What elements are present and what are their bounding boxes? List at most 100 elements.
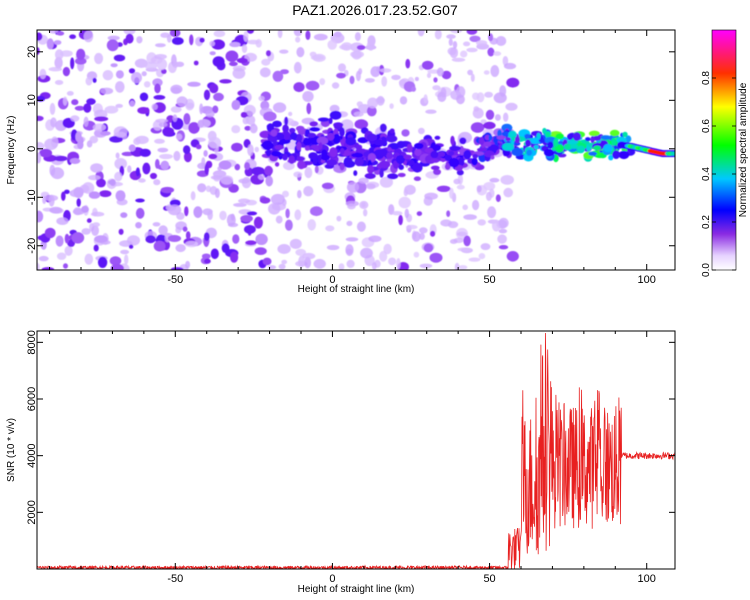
spectrogram-blob	[470, 122, 485, 133]
spectrogram-blob	[113, 126, 128, 138]
spectrogram-blob	[502, 56, 509, 66]
spectrogram-blob	[293, 171, 303, 178]
colorbar-tick-label: 0.8	[701, 71, 712, 85]
spectrogram-blob	[325, 225, 335, 232]
snr-ylabel: SNR (10 * v/v)	[6, 418, 17, 482]
spectrogram-blob	[448, 151, 455, 156]
spectrogram-blob	[154, 83, 161, 94]
spectrogram-blob	[446, 210, 451, 217]
spectrogram-blob	[453, 178, 461, 185]
spectrogram-blob	[379, 148, 388, 157]
spectrogram-blob	[185, 260, 191, 269]
spectrogram-blob	[253, 216, 263, 229]
spectrogram-blob	[310, 144, 321, 150]
spectrogram-blob	[143, 81, 151, 88]
spectrogram-blob	[432, 85, 441, 91]
spectrogram-blob	[305, 30, 311, 40]
spectrogram-blob	[185, 231, 191, 240]
spectrogram-blob	[376, 95, 385, 106]
spectrogram-blob	[358, 177, 369, 184]
spectrogram-blob	[125, 33, 134, 44]
spectrogram-blob	[354, 156, 364, 167]
spectrogram-blob	[506, 77, 520, 88]
spectrogram-blob	[487, 206, 497, 219]
spectrogram-blob	[247, 144, 254, 157]
spectrogram-blob	[83, 30, 94, 43]
spectrogram-blob	[264, 165, 273, 176]
spectrogram-blob	[64, 233, 70, 244]
spectrogram-blob	[83, 103, 92, 113]
spectrogram-blob	[304, 145, 310, 151]
snr-xlabel: Height of straight line (km)	[298, 584, 415, 595]
spectrogram-blob	[576, 145, 585, 154]
spectrogram-blob	[184, 240, 199, 248]
spectrogram-blob	[155, 159, 160, 169]
spectrogram-blob	[294, 209, 302, 221]
spectrogram-blob	[277, 30, 283, 39]
spectrogram-blob	[498, 245, 509, 250]
spectrogram-blob	[288, 111, 293, 117]
spectrogram-blob	[234, 163, 241, 171]
spectrogram-blob	[91, 225, 99, 237]
spectrogram-blob	[160, 32, 171, 38]
spectrogram-blob	[213, 92, 224, 102]
spectrogram-blob	[367, 165, 375, 174]
spectrogram-blob	[92, 77, 97, 83]
spectrogram-blob	[434, 135, 441, 140]
colorbar-frame	[711, 29, 737, 271]
spectrogram-blob	[160, 160, 170, 170]
spectrogram-blob	[476, 92, 485, 103]
spectrogram-blob	[525, 139, 531, 147]
spectrogram-blob	[297, 190, 302, 199]
spectrogram-blob	[115, 152, 120, 159]
spectrogram-blob	[436, 67, 444, 77]
spectrogram-blob	[49, 102, 56, 115]
spectrogram-blob	[193, 206, 203, 219]
spectrogram-blob	[497, 234, 507, 244]
spectrogram-blob	[120, 249, 130, 255]
spectrogram-blob	[506, 250, 519, 262]
spectrogram-blob	[463, 41, 471, 47]
spectrogram-blob	[162, 127, 175, 136]
spectrogram-blob	[124, 254, 129, 265]
spectrogram-blob	[110, 263, 124, 270]
spectrogram-blob	[490, 155, 495, 160]
spectrogram-ytick-label: -20	[26, 238, 38, 254]
spectrogram-blob	[210, 248, 219, 260]
spectrogram-blob	[321, 154, 330, 161]
spectrogram-blob	[526, 149, 533, 156]
spectrogram-blob	[197, 119, 205, 128]
spectrogram-ytick-label: 0	[26, 146, 38, 152]
spectrogram-blob	[289, 238, 302, 249]
spectrogram-blob	[500, 175, 514, 185]
spectrogram-blob	[345, 137, 357, 146]
spectrogram-blob	[458, 157, 465, 167]
spectrogram-blob	[135, 222, 142, 229]
spectrogram-blob	[603, 144, 613, 153]
spectrogram-blob	[48, 194, 55, 207]
spectrogram-blob	[413, 251, 420, 258]
spectrogram-blob	[314, 165, 319, 174]
spectrogram-blob	[477, 219, 487, 226]
spectrogram-blob	[424, 192, 438, 200]
spectrogram-blob	[274, 144, 285, 150]
spectrogram-blob	[266, 123, 274, 132]
spectrogram-blob	[430, 150, 439, 159]
snr-xtick-label: -50	[167, 573, 183, 585]
spectrogram-blob	[570, 143, 578, 149]
spectrogram-blob	[120, 212, 128, 218]
spectrogram-blob	[302, 91, 314, 102]
spectrogram-blob	[293, 82, 305, 93]
spectrogram-blob	[199, 37, 205, 43]
spectrogram-blob	[456, 231, 468, 237]
spectrogram-blob	[379, 123, 387, 133]
spectrogram-blob	[38, 255, 49, 262]
spectrogram-blob	[211, 39, 226, 50]
spectrogram-blob	[210, 175, 224, 180]
spectrogram-blob	[297, 160, 306, 170]
spectrogram-blob	[511, 147, 524, 157]
spectrogram-blob	[567, 139, 579, 145]
spectrogram-blob	[152, 78, 163, 87]
spectrogram-blob	[302, 137, 312, 146]
